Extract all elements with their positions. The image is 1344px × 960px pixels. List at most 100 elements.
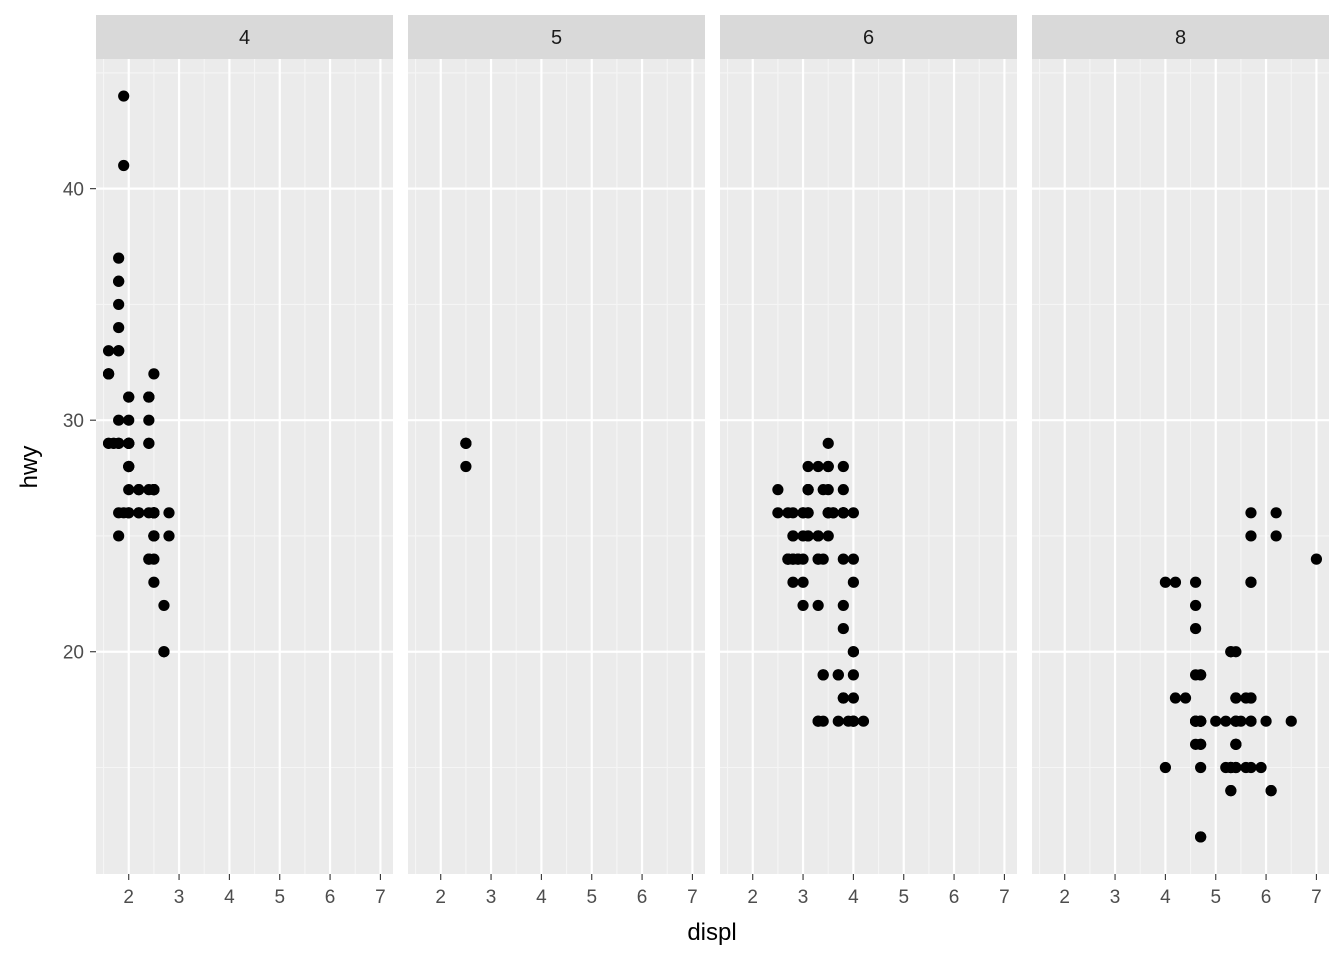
facet-strip-label: 8: [1175, 27, 1186, 49]
x-tick-label: 2: [1059, 887, 1070, 908]
data-point: [1230, 692, 1242, 704]
data-point: [822, 437, 834, 449]
data-point: [1179, 692, 1192, 704]
x-tick-label: 4: [224, 887, 235, 908]
data-point: [113, 321, 125, 334]
data-point: [822, 530, 834, 542]
x-tick-label: 6: [325, 887, 336, 908]
data-point: [797, 599, 809, 612]
data-point: [1270, 507, 1282, 519]
data-point: [1190, 622, 1202, 635]
x-tick-label: 3: [1110, 887, 1121, 908]
x-tick-label: 6: [637, 887, 648, 908]
x-tick-label: 7: [687, 887, 698, 908]
data-point: [787, 530, 799, 542]
data-point: [113, 530, 125, 542]
data-point: [113, 275, 125, 287]
y-axis-title: hwy: [16, 446, 43, 489]
panel-background-5: [408, 59, 705, 874]
facet-strip-4: [96, 15, 393, 59]
data-point: [148, 368, 160, 380]
data-point: [1265, 785, 1277, 797]
data-point: [802, 460, 814, 473]
x-axis-title: displ: [687, 919, 736, 946]
data-point: [118, 159, 130, 172]
data-point: [817, 553, 829, 565]
x-tick-label: 5: [274, 887, 285, 908]
x-tick-label: 2: [123, 887, 134, 908]
data-point: [1310, 553, 1323, 565]
data-point: [1159, 576, 1171, 588]
y-tick-label: 40: [63, 180, 84, 201]
data-point: [1210, 715, 1222, 727]
data-point: [143, 391, 155, 403]
data-point: [1220, 715, 1232, 727]
data-point: [133, 507, 145, 519]
data-point: [837, 622, 849, 635]
data-point: [832, 715, 844, 727]
data-point: [1240, 692, 1252, 704]
facet-strip-label: 5: [551, 27, 562, 49]
data-point: [123, 507, 135, 519]
data-point: [1230, 646, 1242, 658]
data-point: [787, 576, 799, 588]
data-point: [847, 507, 859, 519]
data-point: [1230, 761, 1242, 774]
data-point: [148, 530, 160, 542]
data-point: [1220, 761, 1232, 774]
x-tick-label: 5: [1210, 887, 1221, 908]
data-point: [123, 484, 135, 496]
data-point: [143, 553, 155, 565]
data-point: [158, 646, 170, 658]
data-point: [812, 530, 824, 542]
x-tick-label: 4: [536, 887, 547, 908]
data-point: [1195, 669, 1207, 681]
data-point: [1255, 761, 1267, 774]
panel-background-6: [720, 59, 1017, 874]
data-point: [847, 669, 859, 681]
data-point: [1285, 715, 1297, 727]
data-point: [1235, 715, 1247, 727]
data-point: [772, 484, 784, 496]
x-tick-label: 6: [949, 887, 960, 908]
data-point: [812, 460, 824, 473]
data-point: [1260, 715, 1272, 727]
data-point: [113, 414, 125, 426]
x-tick-label: 5: [898, 887, 909, 908]
x-tick-label: 4: [1160, 887, 1171, 908]
data-point: [163, 507, 175, 519]
data-point: [847, 646, 859, 658]
data-point: [102, 345, 115, 357]
data-point: [817, 715, 829, 727]
data-point: [837, 507, 849, 519]
data-point: [102, 368, 115, 380]
data-point: [143, 414, 155, 426]
data-point: [158, 599, 170, 612]
data-point: [1245, 507, 1257, 519]
data-point: [847, 553, 859, 565]
data-point: [847, 692, 859, 704]
data-point: [1159, 761, 1171, 774]
data-point: [832, 669, 844, 681]
data-point: [797, 530, 809, 542]
data-point: [827, 507, 839, 519]
data-point: [797, 576, 809, 588]
x-tick-label: 4: [848, 887, 859, 908]
data-point: [118, 90, 130, 102]
data-point: [1169, 692, 1182, 704]
data-point: [123, 437, 135, 449]
panel-background-8: [1032, 59, 1329, 874]
data-point: [1169, 576, 1182, 588]
data-point: [1190, 715, 1202, 727]
data-point: [772, 507, 784, 519]
data-point: [148, 576, 160, 588]
y-tick-label: 30: [63, 411, 84, 432]
data-point: [817, 669, 829, 681]
facet-strip-5: [408, 15, 705, 59]
data-point: [1195, 761, 1207, 774]
data-point: [802, 484, 814, 496]
data-point: [837, 599, 849, 612]
data-point: [123, 460, 135, 473]
data-point: [113, 298, 125, 311]
data-point: [123, 391, 135, 403]
